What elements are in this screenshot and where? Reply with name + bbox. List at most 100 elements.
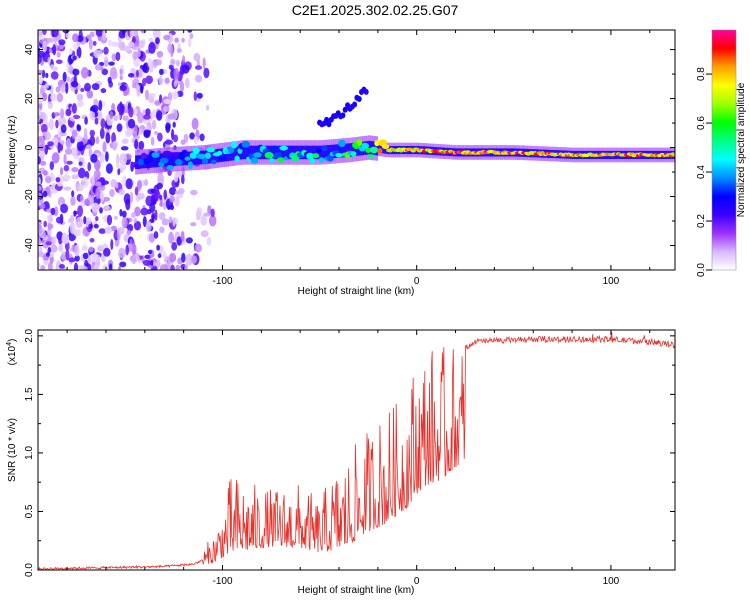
signal-core xyxy=(279,145,289,151)
signal-core xyxy=(184,156,191,161)
colorbar-ticks: 0.0 0.2 0.4 0.6 0.8 xyxy=(696,67,712,277)
noise-blob xyxy=(151,214,155,222)
noise-blob xyxy=(38,108,42,113)
signal-band xyxy=(352,142,355,157)
noise-blob xyxy=(138,140,145,150)
noise-blob xyxy=(72,55,77,61)
x-tick-label: -100 xyxy=(212,576,232,587)
x-tick-label: 0 xyxy=(414,576,420,587)
signal-band xyxy=(226,147,229,162)
noise-blob xyxy=(70,196,76,206)
noise-blob xyxy=(159,194,163,201)
noise-blob xyxy=(153,190,161,199)
noise-blob xyxy=(45,241,52,246)
noise-blob xyxy=(118,247,126,259)
noise-blob xyxy=(65,82,69,94)
noise-blob xyxy=(194,243,202,253)
signal-band xyxy=(189,151,192,165)
noise-blob xyxy=(40,160,47,166)
noise-blob xyxy=(185,237,193,244)
noise-blob xyxy=(91,202,100,214)
noise-blob xyxy=(181,174,185,185)
x-tick-label: 100 xyxy=(603,576,620,587)
noise-blob xyxy=(38,229,43,235)
noise-blob xyxy=(47,222,52,231)
signal-core xyxy=(151,152,160,158)
noise-blob xyxy=(172,121,176,128)
noise-blob xyxy=(56,51,61,58)
noise-blob xyxy=(71,147,78,157)
signal-core xyxy=(321,145,328,152)
signal-band xyxy=(230,147,233,161)
noise-blob xyxy=(175,195,179,206)
colorbar-label: Normalized spectral amplitude xyxy=(736,82,747,217)
signal-core xyxy=(146,157,153,163)
noise-blob xyxy=(119,84,127,92)
x-tick-label: 100 xyxy=(603,276,620,287)
noise-blob xyxy=(60,124,67,133)
noise-blob xyxy=(143,114,151,120)
noise-blob xyxy=(210,208,215,217)
noise-blob xyxy=(105,151,109,162)
noise-blob xyxy=(84,82,91,92)
signal-band xyxy=(315,145,318,160)
noise-blob xyxy=(169,204,175,211)
noise-blob xyxy=(119,153,128,166)
noise-blob xyxy=(167,113,176,120)
noise-blob xyxy=(38,125,41,133)
noise-blob xyxy=(119,261,127,268)
noise-blob xyxy=(153,260,157,267)
noise-blob xyxy=(140,30,147,34)
noise-blob xyxy=(95,30,104,37)
signal-core xyxy=(250,157,259,164)
noise-blob xyxy=(38,176,41,187)
branch-blob xyxy=(340,112,346,119)
y-tick-label: -40 xyxy=(24,238,35,253)
noise-blob xyxy=(149,260,154,266)
noise-blob xyxy=(66,61,70,74)
signal-band xyxy=(325,145,328,159)
noise-blob xyxy=(93,98,99,107)
signal-core xyxy=(253,152,262,158)
noise-blob xyxy=(118,188,125,196)
noise-blob xyxy=(182,55,186,64)
noise-blob xyxy=(158,75,164,86)
signal-band xyxy=(212,149,215,163)
noise-blob xyxy=(117,82,122,87)
noise-blob xyxy=(173,174,179,183)
noise-blob xyxy=(137,40,145,49)
branch-blob xyxy=(356,96,362,102)
noise-blob xyxy=(89,110,95,121)
noise-blob xyxy=(86,90,94,99)
signal-core xyxy=(277,157,285,163)
noise-blob xyxy=(136,69,139,78)
noise-blob xyxy=(143,129,151,135)
noise-blob xyxy=(107,39,113,47)
noise-blob xyxy=(60,203,69,214)
noise-blob xyxy=(40,264,46,270)
noise-blob xyxy=(77,99,84,108)
branch-blob xyxy=(352,101,358,108)
snr-x-label: Height of straight line (km) xyxy=(298,585,415,596)
noise-blob xyxy=(122,175,127,188)
noise-blob xyxy=(187,38,192,48)
noise-blob xyxy=(105,163,113,174)
noise-blob xyxy=(50,93,58,102)
noise-blob xyxy=(65,33,70,38)
noise-blob xyxy=(199,133,205,142)
noise-blob xyxy=(145,75,154,84)
noise-blob xyxy=(137,47,141,58)
signal-band xyxy=(331,144,334,159)
noise-blob xyxy=(168,216,173,224)
noise-blob xyxy=(131,36,136,44)
colorbar: 0.0 0.2 0.4 0.6 0.8 Normalized spectral ampl… xyxy=(696,29,747,277)
noise-blob xyxy=(72,68,80,76)
noise-blob xyxy=(145,89,149,101)
noise-blob xyxy=(131,254,137,265)
noise-blob xyxy=(89,135,96,146)
noise-blob xyxy=(109,71,118,80)
noise-blob xyxy=(191,117,199,130)
noise-blob xyxy=(133,218,137,223)
noise-blob xyxy=(83,128,88,136)
spectrogram-x-label: Height of straight line (km) xyxy=(298,286,415,297)
